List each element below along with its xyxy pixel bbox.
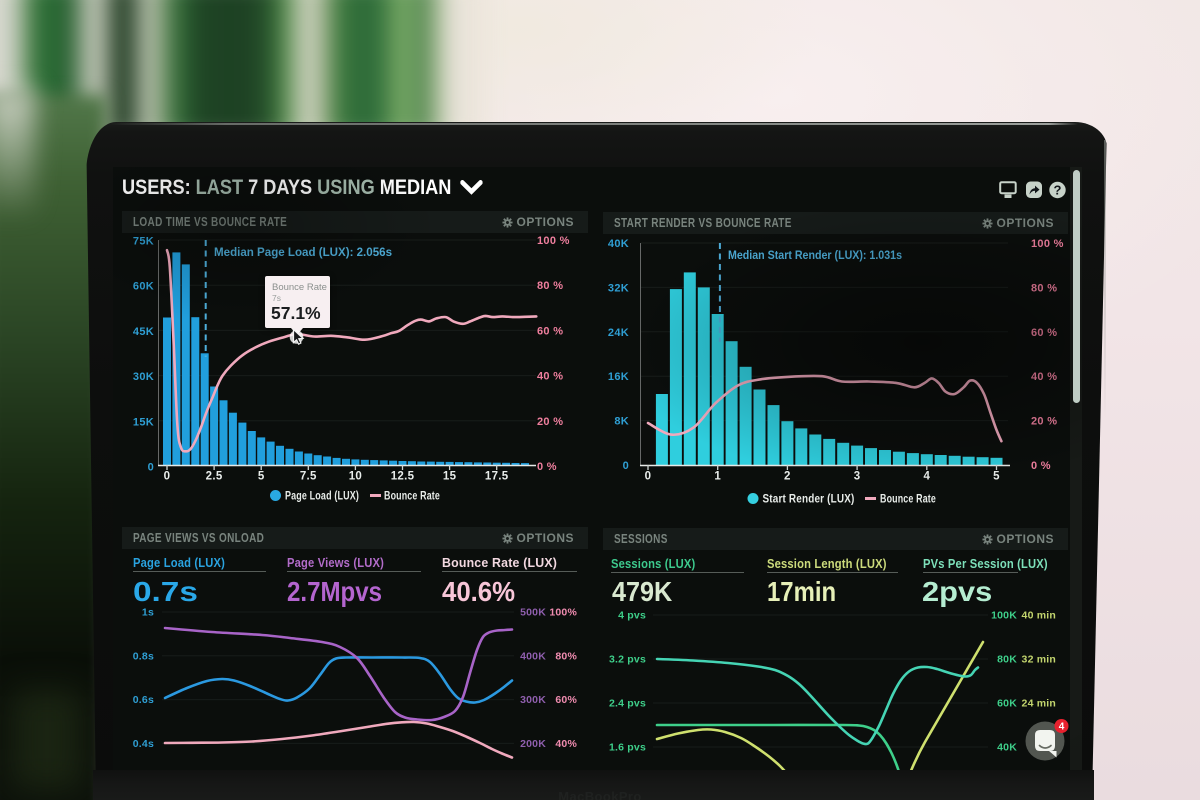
svg-text:100K: 100K [991,610,1017,622]
svg-text:100%: 100% [549,607,577,619]
svg-text:60 %: 60 % [1031,327,1057,339]
svg-text:32 min: 32 min [1022,654,1056,666]
svg-text:200K: 200K [520,738,546,750]
svg-text:40K: 40K [608,238,629,250]
svg-text:40 %: 40 % [1031,371,1057,383]
svg-text:0: 0 [148,462,154,474]
svg-text:3: 3 [854,471,861,483]
svg-text:?: ? [1054,183,1062,198]
svg-text:500K: 500K [520,607,546,619]
svg-text:80%: 80% [555,650,577,662]
svg-text:Bounce Rate: Bounce Rate [384,491,440,503]
svg-text:7.5: 7.5 [300,471,317,483]
svg-text:45K: 45K [133,326,154,338]
svg-text:0: 0 [623,460,629,472]
svg-text:400K: 400K [520,650,546,662]
svg-text:100 %: 100 % [1031,238,1064,250]
svg-text:0.4s: 0.4s [133,738,154,750]
svg-text:40%: 40% [555,738,577,750]
svg-text:4: 4 [1059,722,1065,733]
svg-text:Median Start Render (LUX): 1.0: Median Start Render (LUX): 1.031s [728,250,902,262]
svg-text:0: 0 [164,471,171,483]
svg-text:60 %: 60 % [537,325,563,337]
svg-text:1s: 1s [142,607,154,619]
svg-text:2: 2 [784,471,791,483]
svg-text:24K: 24K [608,327,629,339]
svg-text:15: 15 [443,471,457,483]
svg-text:5: 5 [993,471,1000,483]
svg-text:3.2 pvs: 3.2 pvs [609,654,646,666]
svg-text:40 %: 40 % [537,371,563,383]
svg-text:2.4 pvs: 2.4 pvs [609,698,646,710]
svg-text:24 min: 24 min [1022,698,1056,710]
svg-text:Bounce Rate: Bounce Rate [880,494,936,506]
svg-text:80K: 80K [997,654,1017,666]
svg-text:30K: 30K [133,371,154,383]
svg-text:8K: 8K [614,416,629,428]
svg-text:1: 1 [714,471,721,483]
svg-text:0.6s: 0.6s [133,694,154,706]
svg-text:60K: 60K [997,698,1017,710]
svg-text:12.5: 12.5 [391,471,415,483]
svg-text:80 %: 80 % [1031,282,1057,294]
svg-text:1.6 pvs: 1.6 pvs [609,742,646,754]
svg-text:60K: 60K [133,281,154,293]
svg-text:20 %: 20 % [1031,416,1057,428]
svg-text:80 %: 80 % [537,280,563,292]
svg-text:300K: 300K [520,694,546,706]
svg-text:20 %: 20 % [537,416,563,428]
svg-text:40K: 40K [997,742,1017,754]
svg-text:0: 0 [645,471,652,483]
svg-text:0 %: 0 % [537,461,557,473]
svg-text:15K: 15K [133,416,154,428]
svg-text:4 pvs: 4 pvs [618,610,646,622]
svg-text:Page Load (LUX): Page Load (LUX) [285,491,359,503]
svg-text:40 min: 40 min [1022,610,1056,622]
svg-text:10: 10 [349,471,362,483]
svg-text:0 %: 0 % [1031,460,1051,472]
svg-text:32K: 32K [608,282,629,294]
svg-text:17.5: 17.5 [485,471,509,483]
svg-text:100 %: 100 % [537,235,570,247]
svg-text:Start Render (LUX): Start Render (LUX) [763,494,855,506]
svg-text:75K: 75K [133,236,154,248]
svg-text:5: 5 [258,471,265,483]
svg-text:4: 4 [923,471,930,483]
svg-text:16K: 16K [608,371,629,383]
svg-text:2.5: 2.5 [206,471,223,483]
svg-text:60%: 60% [555,694,577,706]
svg-text:Median Page Load (LUX): 2.056s: Median Page Load (LUX): 2.056s [214,247,392,259]
svg-text:0.8s: 0.8s [133,650,154,662]
